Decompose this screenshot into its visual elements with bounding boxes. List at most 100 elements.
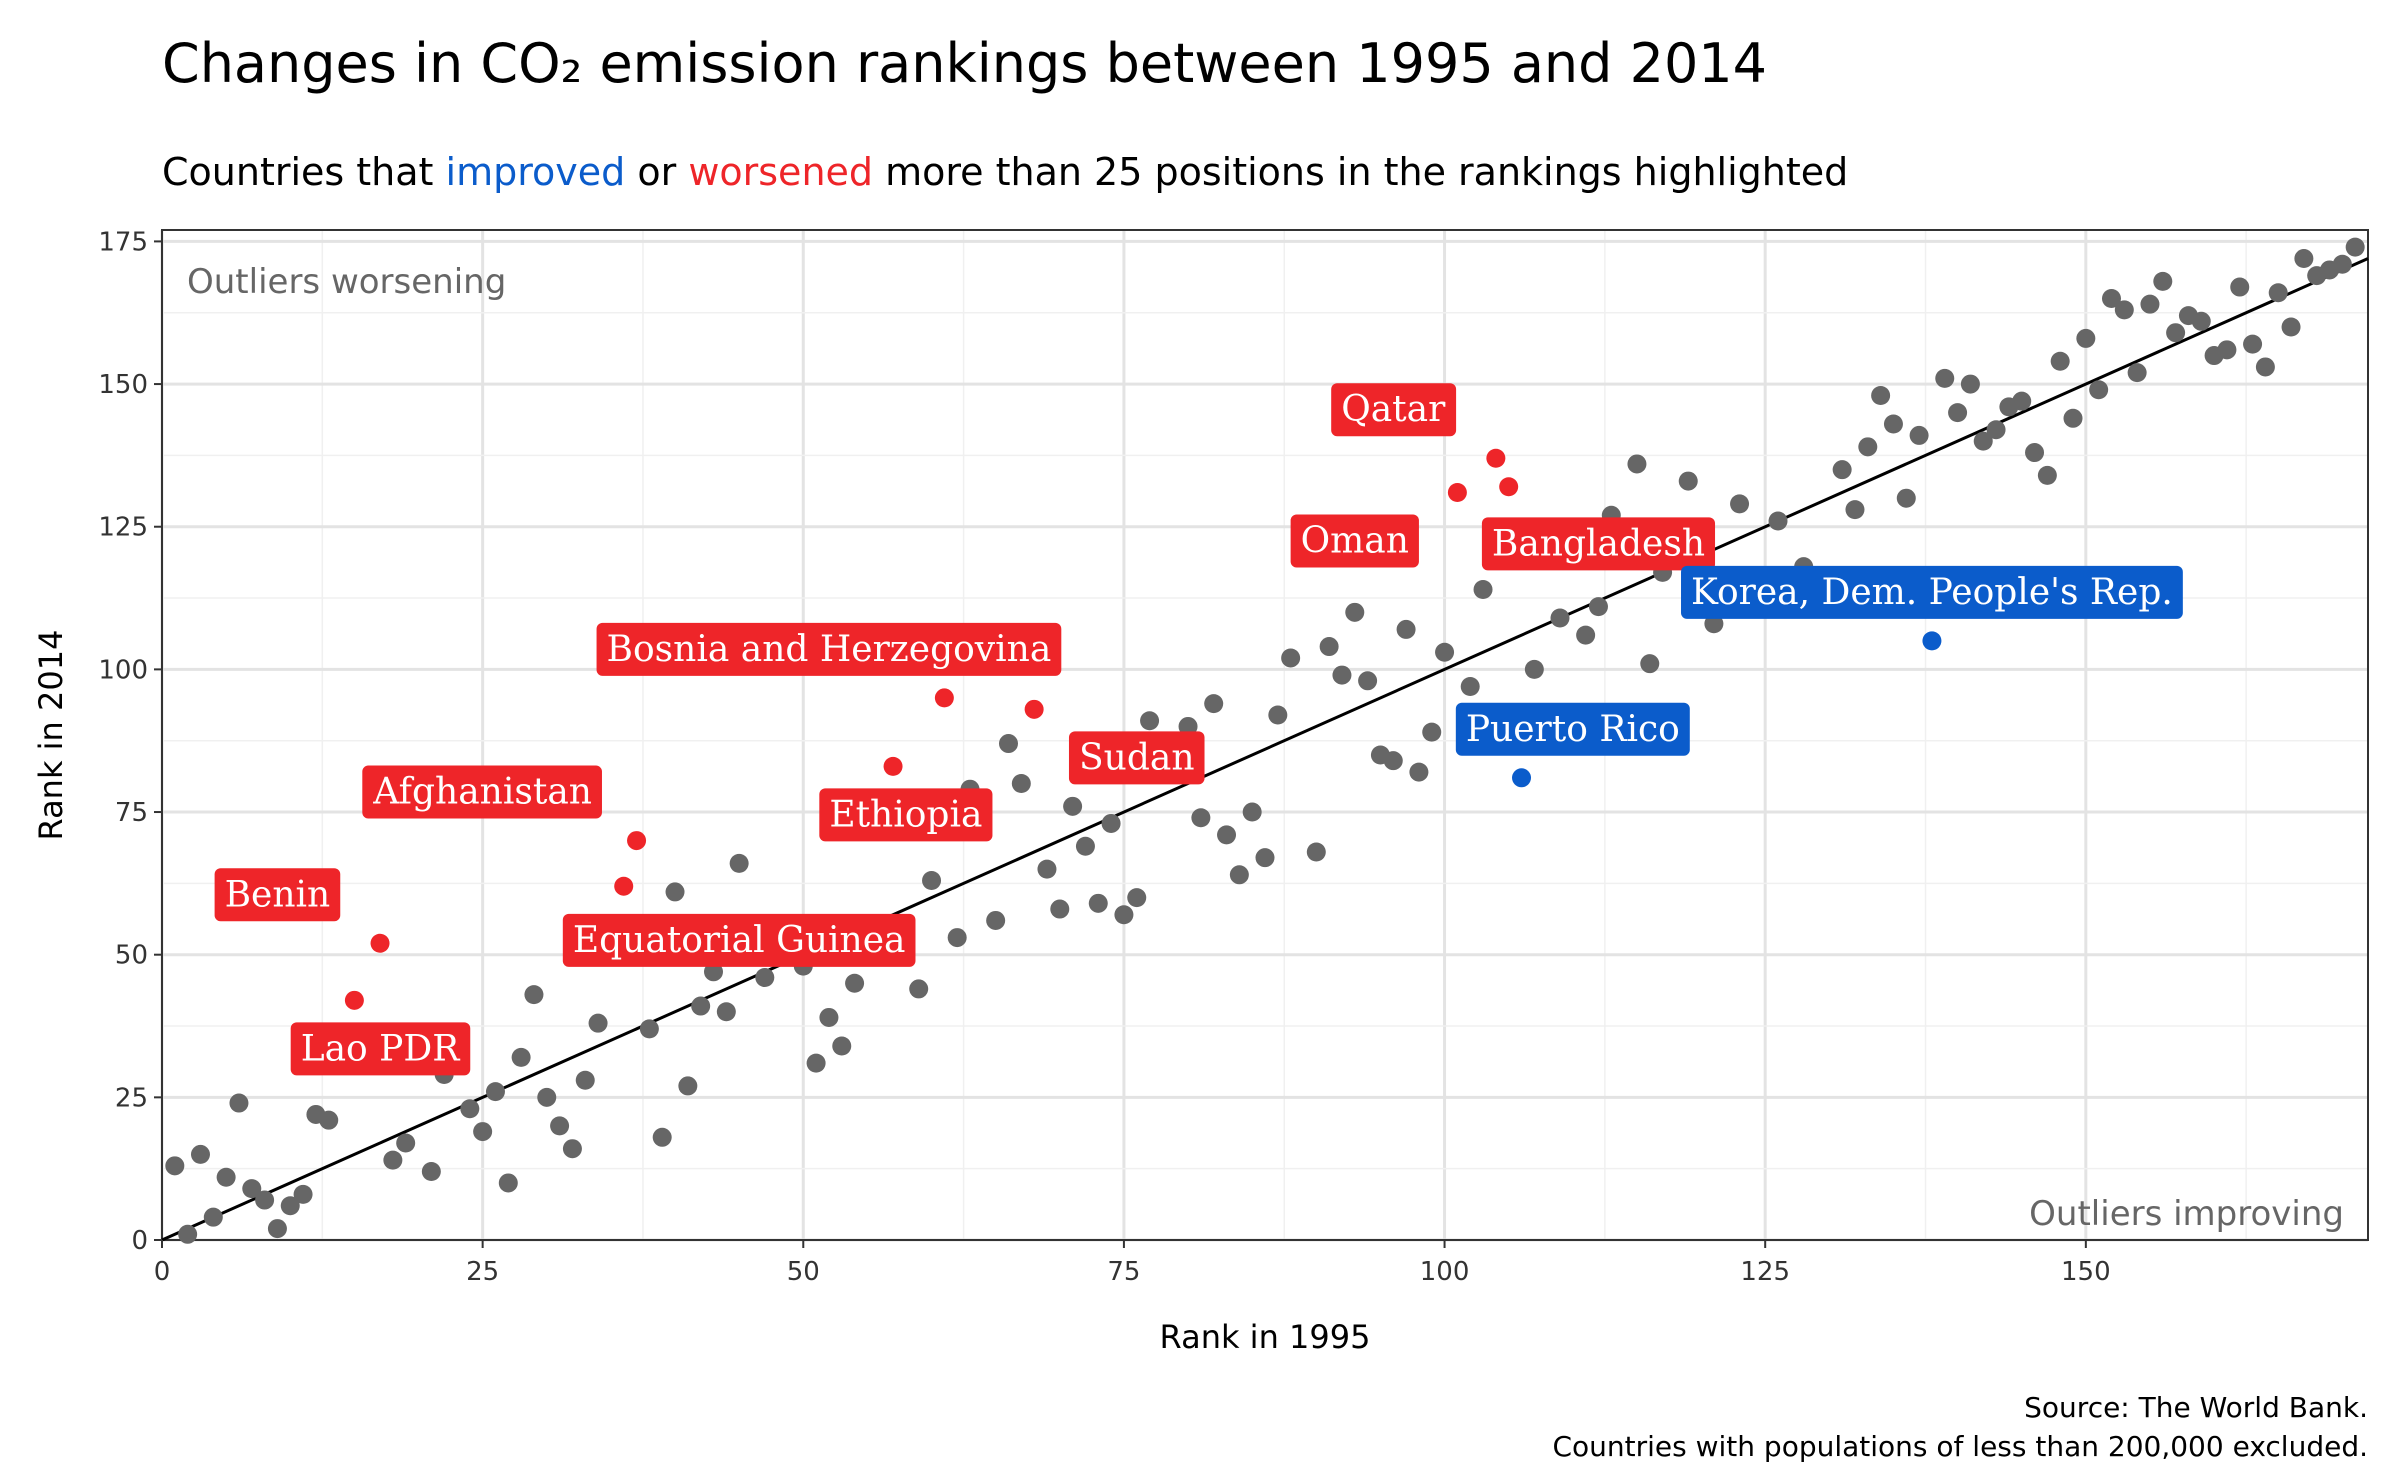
x-tick-label: 50 (787, 1257, 820, 1287)
data-point (729, 853, 749, 873)
country-label: Bangladesh (1481, 517, 1716, 571)
data-point (806, 1053, 826, 1073)
highlight-point (627, 831, 647, 851)
data-point (1101, 813, 1121, 833)
data-point (1909, 425, 1929, 445)
data-point (1255, 848, 1275, 868)
label-box (1455, 702, 1690, 756)
chart-title: Changes in CO₂ emission rankings between… (162, 32, 1767, 95)
data-point (203, 1207, 223, 1227)
data-point (421, 1162, 441, 1182)
data-point (1319, 637, 1339, 657)
highlight-point (1922, 631, 1942, 651)
data-point (922, 871, 942, 891)
data-point (1883, 414, 1903, 434)
highlight-point (1512, 768, 1532, 788)
country-label: Korea, Dem. People's Rep. (1681, 565, 2183, 619)
data-point (511, 1047, 531, 1067)
data-point (1345, 602, 1365, 622)
data-point (229, 1093, 249, 1113)
country-label: Afghanistan (362, 765, 602, 819)
data-point (2166, 323, 2186, 343)
y-tick-label: 150 (98, 370, 148, 400)
data-point (2332, 254, 2352, 274)
data-point (1050, 899, 1070, 919)
data-point (1550, 608, 1570, 628)
label-text: Sudan (1079, 737, 1195, 778)
data-point (1858, 437, 1878, 457)
data-point (1768, 511, 1788, 531)
data-point (2191, 311, 2211, 331)
data-point (1114, 905, 1134, 925)
x-tick-label: 125 (1740, 1257, 1790, 1287)
data-point (1973, 431, 1993, 451)
y-tick-label: 25 (115, 1083, 148, 1113)
highlight-point (1499, 477, 1519, 497)
data-point (2101, 288, 2121, 308)
country-label: Bosnia and Herzegovina (596, 622, 1062, 676)
data-point (396, 1133, 416, 1153)
data-point (1948, 403, 1968, 423)
label-text: Ethiopia (829, 794, 982, 835)
data-point (716, 1002, 736, 1022)
label-text: Afghanistan (372, 772, 592, 813)
label-box (1331, 383, 1457, 437)
data-point (575, 1070, 595, 1090)
highlight-point (883, 756, 903, 776)
grid-lines (160, 230, 2368, 1242)
data-point (1678, 471, 1698, 491)
data-point (1178, 716, 1198, 736)
data-point (1832, 460, 1852, 480)
caption-source: Source: The World Bank. (2024, 1391, 2368, 1424)
label-box (214, 868, 341, 922)
data-point (1127, 888, 1147, 908)
label-text: Bosnia and Herzegovina (607, 629, 1052, 670)
label-text: Oman (1301, 520, 1409, 561)
data-point (845, 973, 865, 993)
data-point (1704, 614, 1724, 634)
data-point (1473, 579, 1493, 599)
y-tick-label: 0 (131, 1226, 148, 1256)
panel-border (161, 229, 2369, 1241)
data-point (2127, 363, 2147, 383)
y-tick-label: 125 (98, 513, 148, 543)
country-label: Benin (214, 868, 341, 922)
data-point (1217, 825, 1237, 845)
highlight-point (1447, 482, 1467, 502)
x-tick-label: 25 (466, 1257, 499, 1287)
label-text: Qatar (1341, 389, 1446, 430)
data-point (524, 985, 544, 1005)
data-point (293, 1184, 313, 1204)
data-point (2114, 300, 2134, 320)
data-point (755, 968, 775, 988)
y-tick-label: 50 (115, 941, 148, 971)
subtitle-mid: or (625, 150, 688, 194)
caption-note: Countries with populations of less than … (1552, 1430, 2368, 1463)
data-point (178, 1224, 198, 1244)
data-point (1075, 836, 1095, 856)
data-point (460, 1099, 480, 1119)
data-point (1011, 774, 1031, 794)
data-point (1460, 676, 1480, 696)
country-label: Puerto Rico (1455, 702, 1690, 756)
data-point (1730, 494, 1750, 514)
country-label: Qatar (1331, 383, 1457, 437)
subtitle-worsened: worsened (688, 150, 873, 194)
data-point (652, 1127, 672, 1147)
data-point (2089, 380, 2109, 400)
label-box (290, 1022, 471, 1076)
data-point (909, 979, 929, 999)
data-point (1268, 705, 1288, 725)
data-point (2063, 408, 2083, 428)
data-point (1935, 368, 1955, 388)
data-point (190, 1144, 210, 1164)
data-point (1383, 751, 1403, 771)
label-text: Korea, Dem. People's Rep. (1691, 572, 2173, 613)
data-point (2345, 237, 2365, 257)
data-point (1063, 796, 1083, 816)
data-point (2050, 351, 2070, 371)
country-labels: Lao PDR Benin Afghanistan Equatorial Guinea… (214, 383, 2183, 1076)
data-point (678, 1076, 698, 1096)
data-point (383, 1150, 403, 1170)
data-point (1524, 659, 1544, 679)
